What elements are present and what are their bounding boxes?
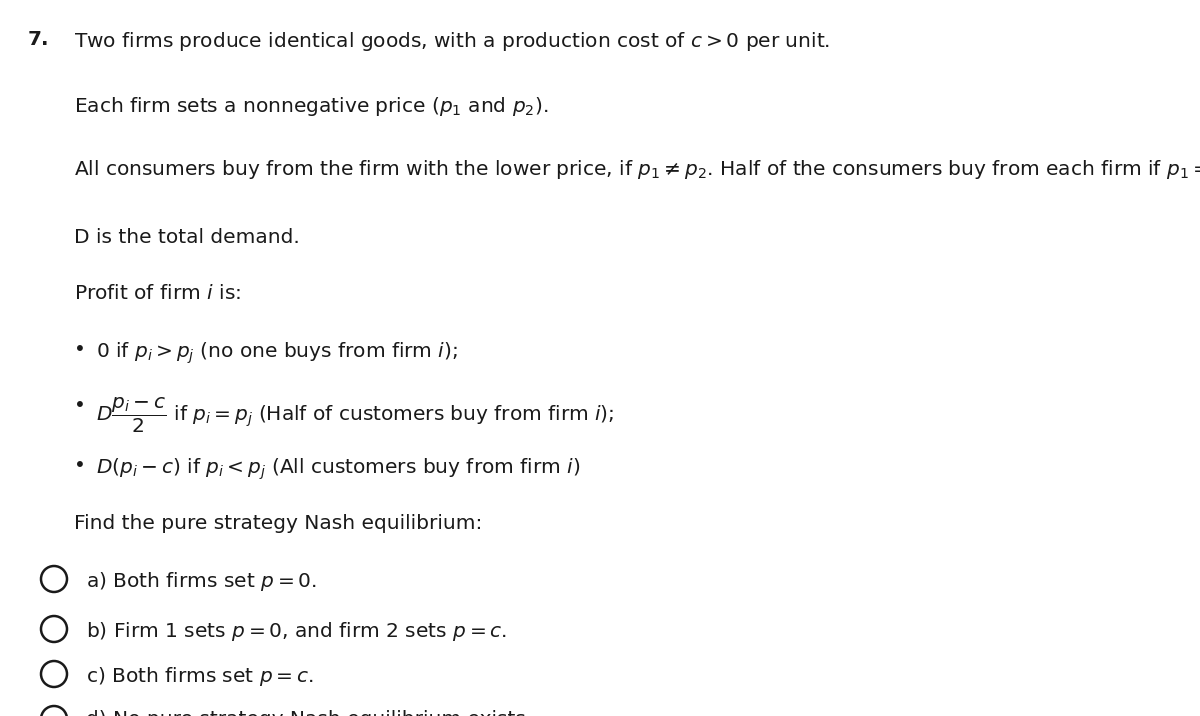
Text: a) Both firms set $p = 0$.: a) Both firms set $p = 0$.: [86, 570, 317, 593]
Text: All consumers buy from the firm with the lower price, if $p_1 \neq p_2$. Half of: All consumers buy from the firm with the…: [74, 158, 1200, 181]
Text: Find the pure strategy Nash equilibrium:: Find the pure strategy Nash equilibrium:: [74, 514, 482, 533]
Ellipse shape: [41, 661, 67, 687]
Text: $D(p_i-c)$ if $p_i < p_j$ (All customers buy from firm $i$): $D(p_i-c)$ if $p_i < p_j$ (All customers…: [96, 456, 581, 481]
Text: $D\dfrac{p_i-c}{2}$ if $p_i = p_j$ (Half of customers buy from firm $i$);: $D\dfrac{p_i-c}{2}$ if $p_i = p_j$ (Half…: [96, 396, 614, 435]
Text: •: •: [74, 396, 86, 415]
Text: Two firms produce identical goods, with a production cost of $c > 0$ per unit.: Two firms produce identical goods, with …: [74, 30, 830, 53]
Text: d) No pure strategy Nash equilibrium exists.: d) No pure strategy Nash equilibrium exi…: [86, 710, 533, 716]
Ellipse shape: [41, 706, 67, 716]
Text: D is the total demand.: D is the total demand.: [74, 228, 300, 247]
Ellipse shape: [41, 566, 67, 592]
Text: •: •: [74, 456, 86, 475]
Text: 7.: 7.: [28, 30, 49, 49]
Text: b) Firm 1 sets $p = 0$, and firm 2 sets $p = c$.: b) Firm 1 sets $p = 0$, and firm 2 sets …: [86, 620, 508, 643]
Text: Profit of firm $i$ is:: Profit of firm $i$ is:: [74, 284, 241, 303]
Text: c) Both firms set $p = c$.: c) Both firms set $p = c$.: [86, 665, 314, 688]
Text: $0$ if $p_i > p_j$ (no one buys from firm $i$);: $0$ if $p_i > p_j$ (no one buys from fir…: [96, 340, 458, 365]
Ellipse shape: [41, 616, 67, 642]
Text: Each firm sets a nonnegative price ($p_1$ and $p_2$).: Each firm sets a nonnegative price ($p_1…: [74, 95, 548, 118]
Text: •: •: [74, 340, 86, 359]
